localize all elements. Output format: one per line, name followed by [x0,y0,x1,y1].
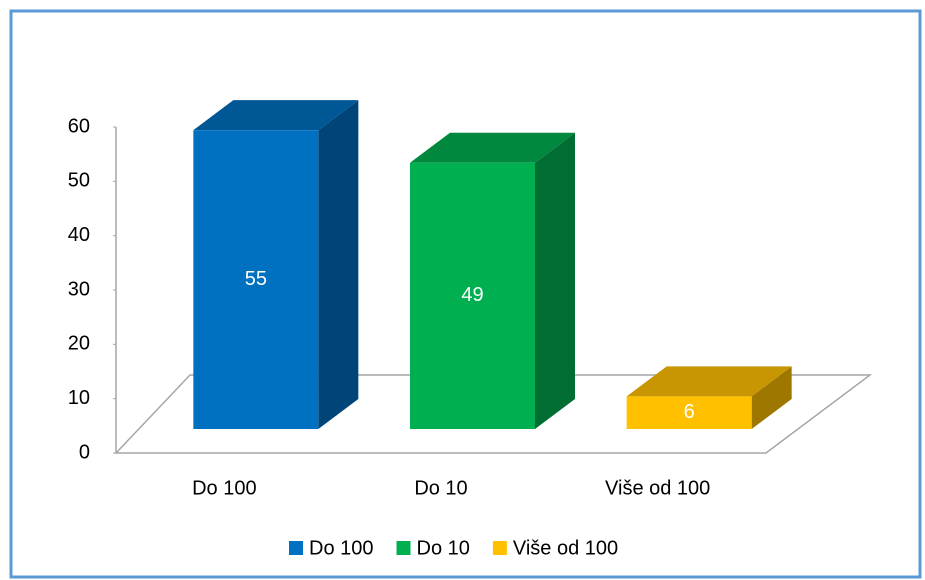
legend-swatch [396,541,411,555]
bar-side [535,132,575,429]
x-tick-label: Do 100 [192,477,257,499]
y-tick-label: 50 [68,170,90,192]
y-tick-label: 40 [68,224,90,246]
bar-top [626,366,792,397]
bar-top [193,100,359,131]
bar-side [751,366,792,429]
bar-side [318,100,359,430]
legend-label: Više od 100 [513,537,618,559]
y-tick-label: 60 [68,115,90,137]
legend-label: Do 100 [309,537,374,559]
x-tick-label: Više od 100 [605,477,710,499]
bar [410,162,535,429]
floor [114,374,873,454]
bar [193,130,319,429]
bar [626,396,752,429]
legend-label: Do 10 [417,537,470,559]
x-tick-label: Do 10 [414,477,467,499]
y-tick-label: 20 [68,333,90,355]
legend-swatch [289,541,303,555]
legend-swatch [492,541,507,555]
y-tick-label: 30 [68,278,90,300]
y-tick-label: 10 [68,387,90,409]
data-label: 55 [245,268,267,290]
y-tick-label: 0 [79,441,90,463]
data-label: 49 [461,284,483,306]
bar-top [410,132,575,163]
data-label: 6 [684,401,695,423]
